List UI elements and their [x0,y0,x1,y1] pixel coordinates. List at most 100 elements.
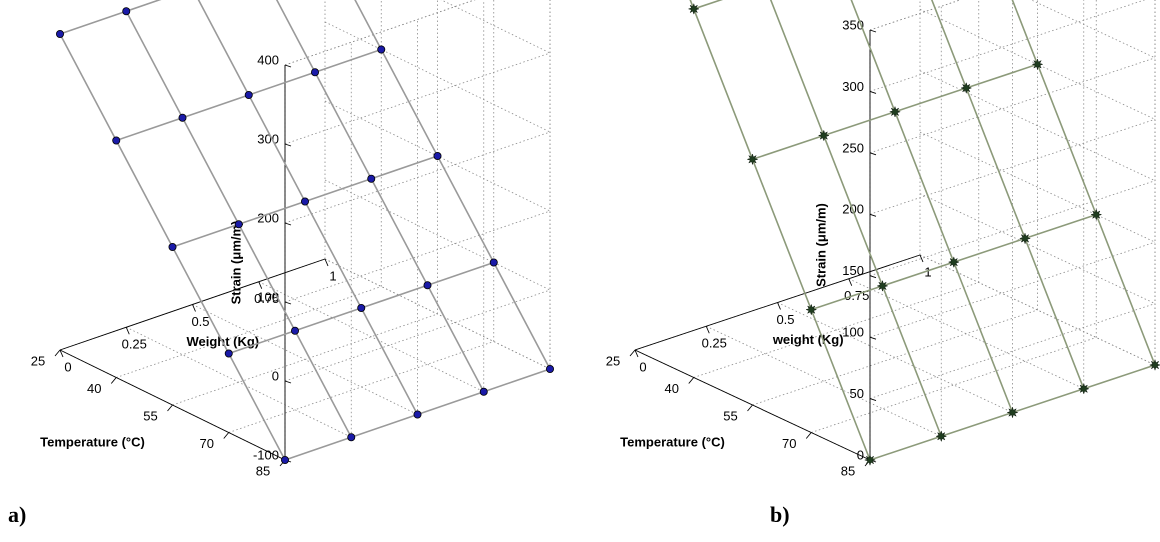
y-tick-mark [54,349,61,357]
data-point [300,197,309,206]
data-point [1077,382,1090,395]
mesh-line [294,330,352,438]
mesh-line [930,0,967,89]
data-point [357,303,366,312]
mesh-line [752,134,825,161]
x-tick-mark [125,327,130,335]
mesh-line [965,87,1026,239]
surface-mesh [59,0,551,461]
mesh-line [1011,0,1039,65]
mesh-line [1095,214,1156,366]
z-tick-label: 200 [257,210,279,225]
z-tick-mark [284,64,292,68]
mesh-line [1083,364,1156,390]
mesh-line [354,0,382,50]
grid-line [919,254,1156,366]
x-tick-label: 0.25 [702,336,727,351]
x-tick-label: 0.75 [254,291,279,306]
grid-line [116,286,382,378]
data-point [377,45,386,54]
z-tick-mark [869,336,877,340]
surface-mesh [689,0,1156,461]
z-tick-mark [869,29,877,33]
data-point [112,136,121,145]
x-tick-label: 0.25 [122,337,147,352]
x-tick-mark [192,304,196,312]
data-point [817,129,830,142]
mesh-line [284,436,352,461]
data-point [234,220,243,229]
mesh-line [810,309,871,461]
mesh-line [125,10,184,119]
mesh-line [380,49,439,157]
x-tick-label: 0.5 [191,314,209,329]
data-point [122,7,131,16]
data-point [413,410,422,419]
data-point [168,242,177,251]
data-point [310,68,319,77]
x-tick-mark [777,302,781,310]
y-tick-mark [629,349,636,357]
mesh-line [238,200,306,226]
z-tick-label: -100 [253,447,279,462]
mesh-line [850,0,896,113]
data-point [244,91,253,100]
data-point [935,430,948,443]
data-point [687,2,700,15]
mesh-line [360,284,428,309]
x-axis-title: weight (Kg) [772,332,844,347]
mesh-line [304,201,362,309]
mesh-line [314,71,372,180]
z-tick-mark [869,213,877,217]
y-tick-mark [747,404,753,412]
y-axis-title: Temperature (°C) [40,434,145,449]
y-tick-label: 85 [256,463,270,478]
grid-line [284,0,476,66]
x-tick-mark [848,278,853,286]
mesh-line [940,411,1013,438]
data-point [347,433,356,442]
z-tick-label: 300 [257,131,279,146]
grid-line [440,0,551,54]
mesh-line [689,0,695,10]
x-tick-label: 1 [329,268,336,283]
data-point [56,29,65,38]
x-tick-label: 0 [64,359,71,374]
grid-line [752,309,1038,406]
z-axis-title: Strain (μm/m) [813,203,828,287]
mesh-line [882,261,955,287]
data-point [1006,406,1019,419]
z-tick-label: 150 [842,263,864,278]
z-tick-label: 50 [850,386,864,401]
mesh-line [483,368,551,393]
z-tick-mark [869,275,877,279]
data-point [1148,358,1160,372]
mesh-line [182,94,250,119]
mesh-line [1024,238,1085,390]
grid-line [228,341,494,433]
mesh-line [59,10,127,35]
grid-line [777,302,1013,413]
grid-line [919,193,1156,304]
data-point [224,349,233,358]
data-point [178,113,187,122]
mesh-line [304,177,372,203]
data-point [1018,232,1032,245]
grid-line [126,326,352,438]
z-tick-label: 100 [842,325,864,340]
y-tick-mark [110,377,117,384]
grid-line [919,131,1156,243]
z-tick-mark [284,380,292,384]
data-point [290,326,299,335]
grid-line [324,21,551,133]
grid-line [284,52,551,145]
z-tick-mark [869,152,877,156]
data-point [280,455,289,464]
data-point [876,279,889,292]
data-point [1090,208,1103,221]
mesh-line [314,48,382,74]
x-tick-label: 0.75 [844,288,869,303]
data-point [479,387,488,396]
grid-line [284,289,551,382]
data-point [805,303,818,316]
